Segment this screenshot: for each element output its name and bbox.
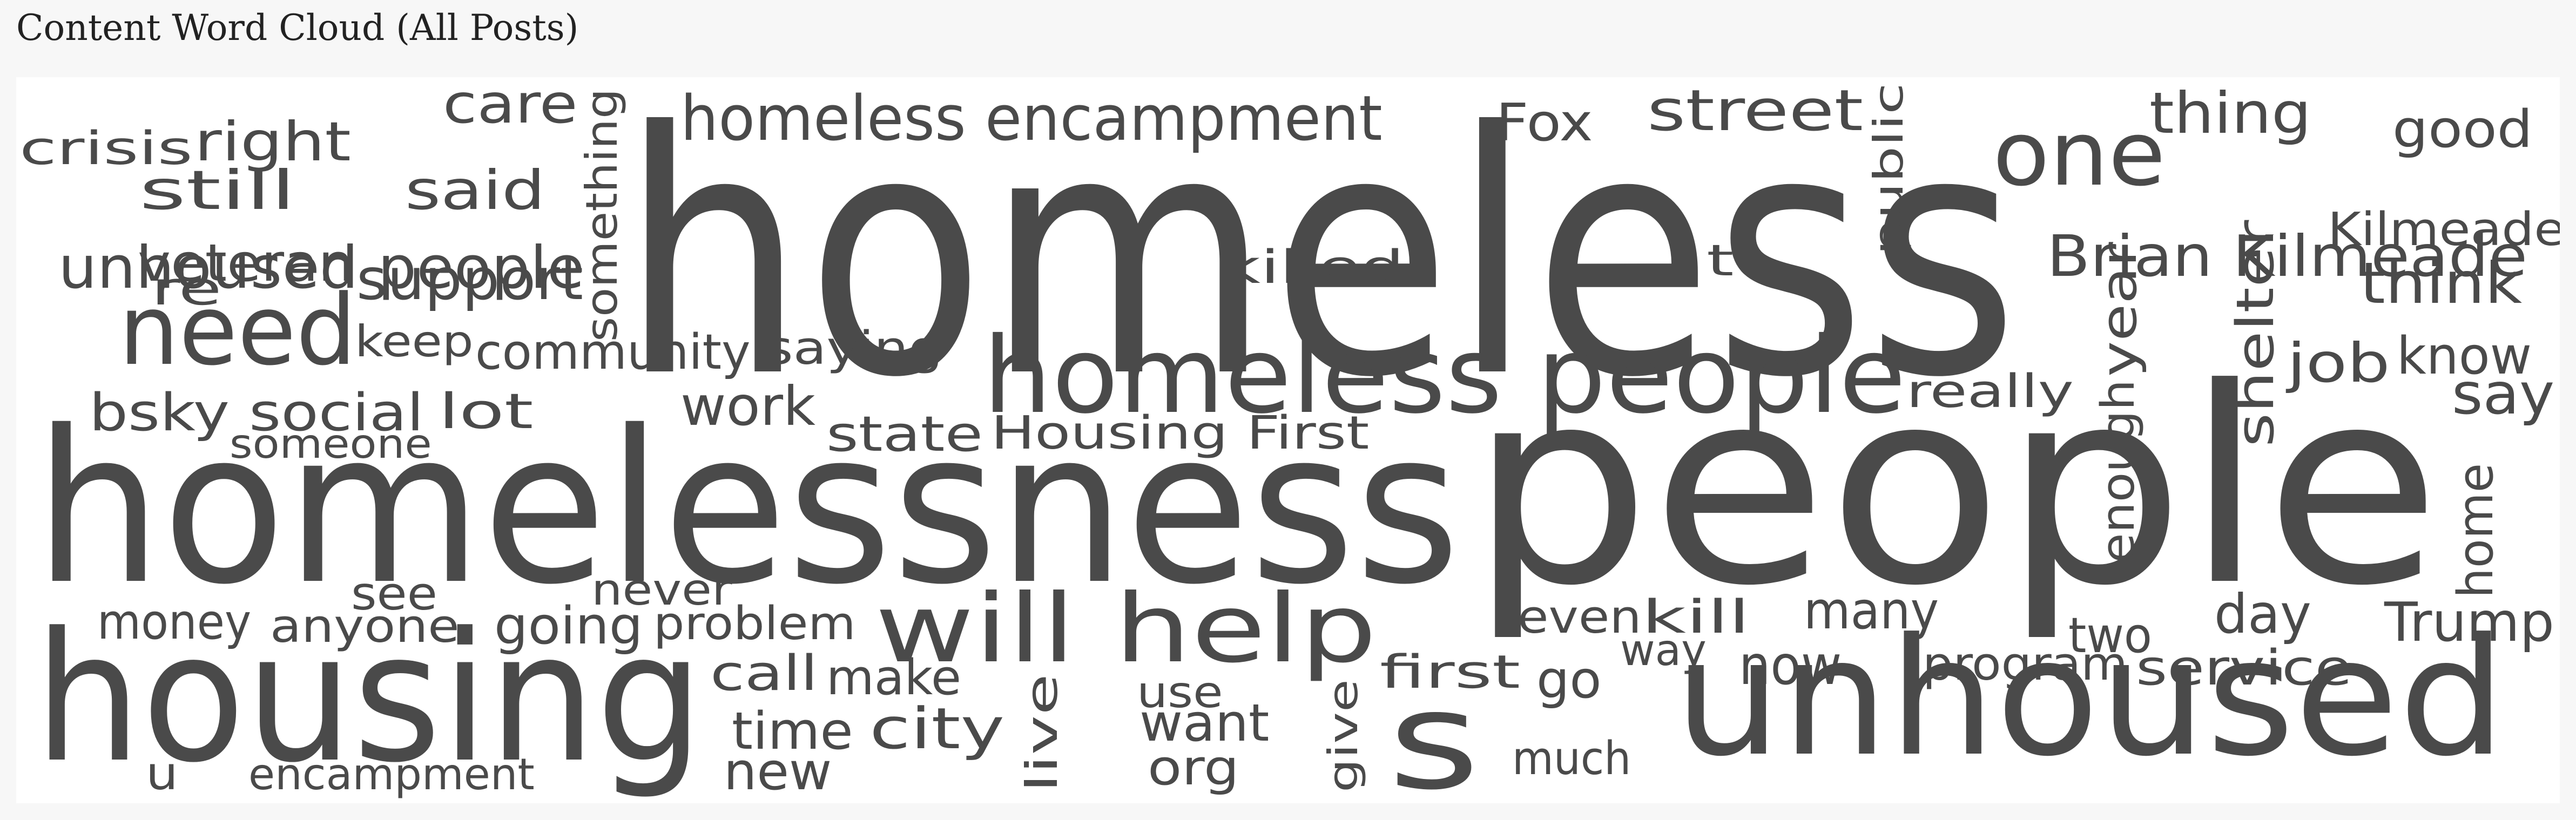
word-many: many (1804, 581, 1939, 641)
word-cloud: homeless homelessness people housing unh… (16, 77, 2560, 803)
word-community: community (475, 324, 751, 381)
word-housing: housing (34, 594, 704, 802)
word-kill: kill (1642, 591, 1750, 644)
word-homelessness: homelessness (34, 385, 1460, 631)
word-work: work (680, 375, 815, 438)
word-go: go (1536, 650, 1602, 710)
word-org: org (1148, 740, 1239, 796)
word-u: u (146, 747, 178, 801)
word-state: state (826, 406, 983, 463)
word-never: never (591, 565, 732, 615)
word-shelter: shelter (2226, 220, 2285, 447)
word-live: live (1017, 674, 1067, 792)
word-unhoused-people: unhoused people (58, 234, 585, 302)
word-year: year (2091, 242, 2148, 377)
word-will-help: will help (875, 574, 1377, 684)
word-unhoused: unhoused (1674, 604, 2506, 792)
word-anyone: anyone (270, 600, 460, 653)
word-see: see (351, 567, 437, 621)
word-home: home (2447, 463, 2504, 598)
word-encampment: encampment (248, 749, 535, 799)
word-think: think (2360, 250, 2523, 316)
word-really: really (1906, 365, 2074, 418)
word-two: two (2068, 607, 2152, 664)
word-new: new (724, 742, 832, 802)
word-killed: killed (1220, 241, 1405, 294)
word-way: way (1620, 625, 1707, 675)
word-first: first (1380, 646, 1521, 699)
word-say: say (2452, 361, 2555, 427)
word-job: job (2287, 331, 2390, 395)
word-bsky-social: bsky social (89, 383, 424, 443)
word-going: going (494, 597, 643, 656)
word-lot: lot (439, 383, 534, 440)
word-one: one (1993, 102, 2166, 206)
word-care: care (443, 77, 578, 135)
word-know: know (2397, 327, 2532, 386)
word-said: said (405, 159, 545, 222)
word-veteran: veteran (138, 234, 354, 293)
word-someone: someone (230, 420, 432, 467)
word-good: good (2392, 100, 2533, 159)
page-title: Content Word Cloud (All Posts) (16, 7, 579, 49)
word-kilmeade: Kilmeade (2328, 203, 2560, 256)
word-even: even (1518, 591, 1642, 644)
word-support: support (356, 247, 584, 313)
word-s: s (1388, 662, 1480, 804)
word-homeless-encampment: homeless encampment (680, 83, 1383, 155)
word-keep: keep (355, 316, 474, 367)
word-crisis: crisis (19, 122, 193, 175)
word-problem: problem (653, 597, 856, 650)
word-need: need (119, 274, 356, 387)
word-fox: Fox (1496, 93, 1593, 153)
word-homeless-people: homeless people (983, 314, 1906, 437)
word-brian-kilmeade: Brian Kilmeade (2047, 223, 2528, 289)
word-service: service (2136, 640, 2352, 696)
word-use: use (1137, 667, 1223, 717)
word-t: t (1707, 235, 1734, 286)
word-day: day (2214, 582, 2311, 646)
word-public: public (1865, 83, 1912, 256)
word-right: right (194, 110, 351, 173)
word-money: money (97, 594, 252, 650)
word-housing-first: Housing First (991, 406, 1370, 460)
word-give: give (1319, 679, 1367, 792)
word-street: street (1647, 78, 1864, 144)
word-people: people (1469, 330, 2441, 645)
word-city: city (869, 696, 1005, 762)
word-make: make (826, 649, 962, 706)
word-much: much (1512, 732, 1631, 785)
word-saying: saying (765, 322, 943, 375)
word-program: program (1923, 638, 2128, 691)
word-trump: Trump (2384, 591, 2554, 654)
word-thing: thing (2149, 80, 2312, 146)
word-homeless: homeless (620, 77, 2019, 451)
word-now: now (1739, 634, 1842, 697)
word-re: re (151, 262, 222, 316)
word-want: want (1139, 694, 1270, 753)
word-enough: enough (2092, 379, 2145, 563)
word-call: call (710, 645, 818, 702)
word-time: time (732, 702, 853, 761)
word-something: something (577, 88, 627, 342)
word-still: still (139, 159, 296, 222)
